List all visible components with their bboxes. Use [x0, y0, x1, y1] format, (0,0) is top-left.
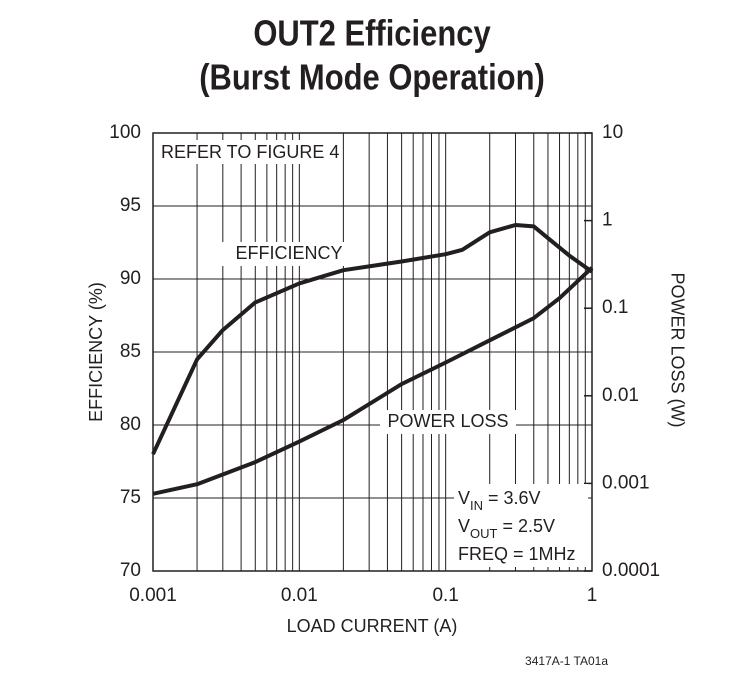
series-line — [152, 266, 594, 496]
condition-part: IN — [470, 498, 483, 513]
condition-part: V — [458, 516, 470, 536]
y2-tick-label: 0.01 — [602, 385, 639, 406]
series-label: POWER LOSS — [387, 411, 508, 431]
condition: VOUT = 2.5V — [458, 516, 555, 541]
y-tick-label: 90 — [120, 268, 141, 289]
chart-title: (Burst Mode Operation) — [199, 58, 545, 98]
condition-part: V — [458, 488, 470, 508]
condition-part: = 3.6V — [483, 488, 541, 508]
y-tick-label: 80 — [120, 414, 141, 435]
y-tick-label: 70 — [120, 560, 141, 581]
x-tick-label: 0.1 — [432, 585, 458, 606]
series-line — [151, 223, 594, 456]
label-bg — [158, 140, 308, 164]
condition: VIN = 3.6V — [458, 488, 541, 513]
condition-part: FREQ = 1MHz — [458, 544, 576, 564]
plot-frame — [152, 132, 593, 572]
series-label: EFFICIENCY — [235, 243, 342, 263]
label-bg — [221, 242, 357, 266]
y2-tick-label: 0.0001 — [602, 560, 660, 581]
y-axis-label: EFFICIENCY (%) — [86, 282, 106, 422]
condition: FREQ = 1MHz — [458, 544, 576, 564]
y2-tick-label: 0.001 — [602, 472, 650, 493]
y-tick-label: 95 — [120, 195, 141, 216]
footnote: 3417A-1 TA01a — [525, 654, 608, 668]
y2-tick-label: 0.1 — [602, 297, 628, 318]
label-bg — [380, 410, 516, 434]
chart-title: OUT2 Efficiency — [253, 14, 491, 54]
condition-part: = 2.5V — [497, 516, 555, 536]
label-bg — [454, 484, 588, 567]
y2-tick-label: 1 — [602, 210, 613, 231]
y-tick-label: 85 — [120, 341, 141, 362]
x-tick-label: 0.01 — [281, 585, 318, 606]
y-tick-label: 75 — [120, 487, 141, 508]
annotation: REFER TO FIGURE 4 — [161, 142, 339, 162]
y2-axis-label: POWER LOSS (W) — [667, 272, 687, 427]
x-axis-label: LOAD CURRENT (A) — [287, 616, 458, 636]
condition-part: OUT — [470, 526, 498, 541]
x-tick-label: 0.001 — [129, 585, 177, 606]
y-tick-label: 100 — [109, 122, 141, 143]
y2-tick-label: 10 — [602, 122, 623, 143]
x-tick-label: 1 — [587, 585, 598, 606]
